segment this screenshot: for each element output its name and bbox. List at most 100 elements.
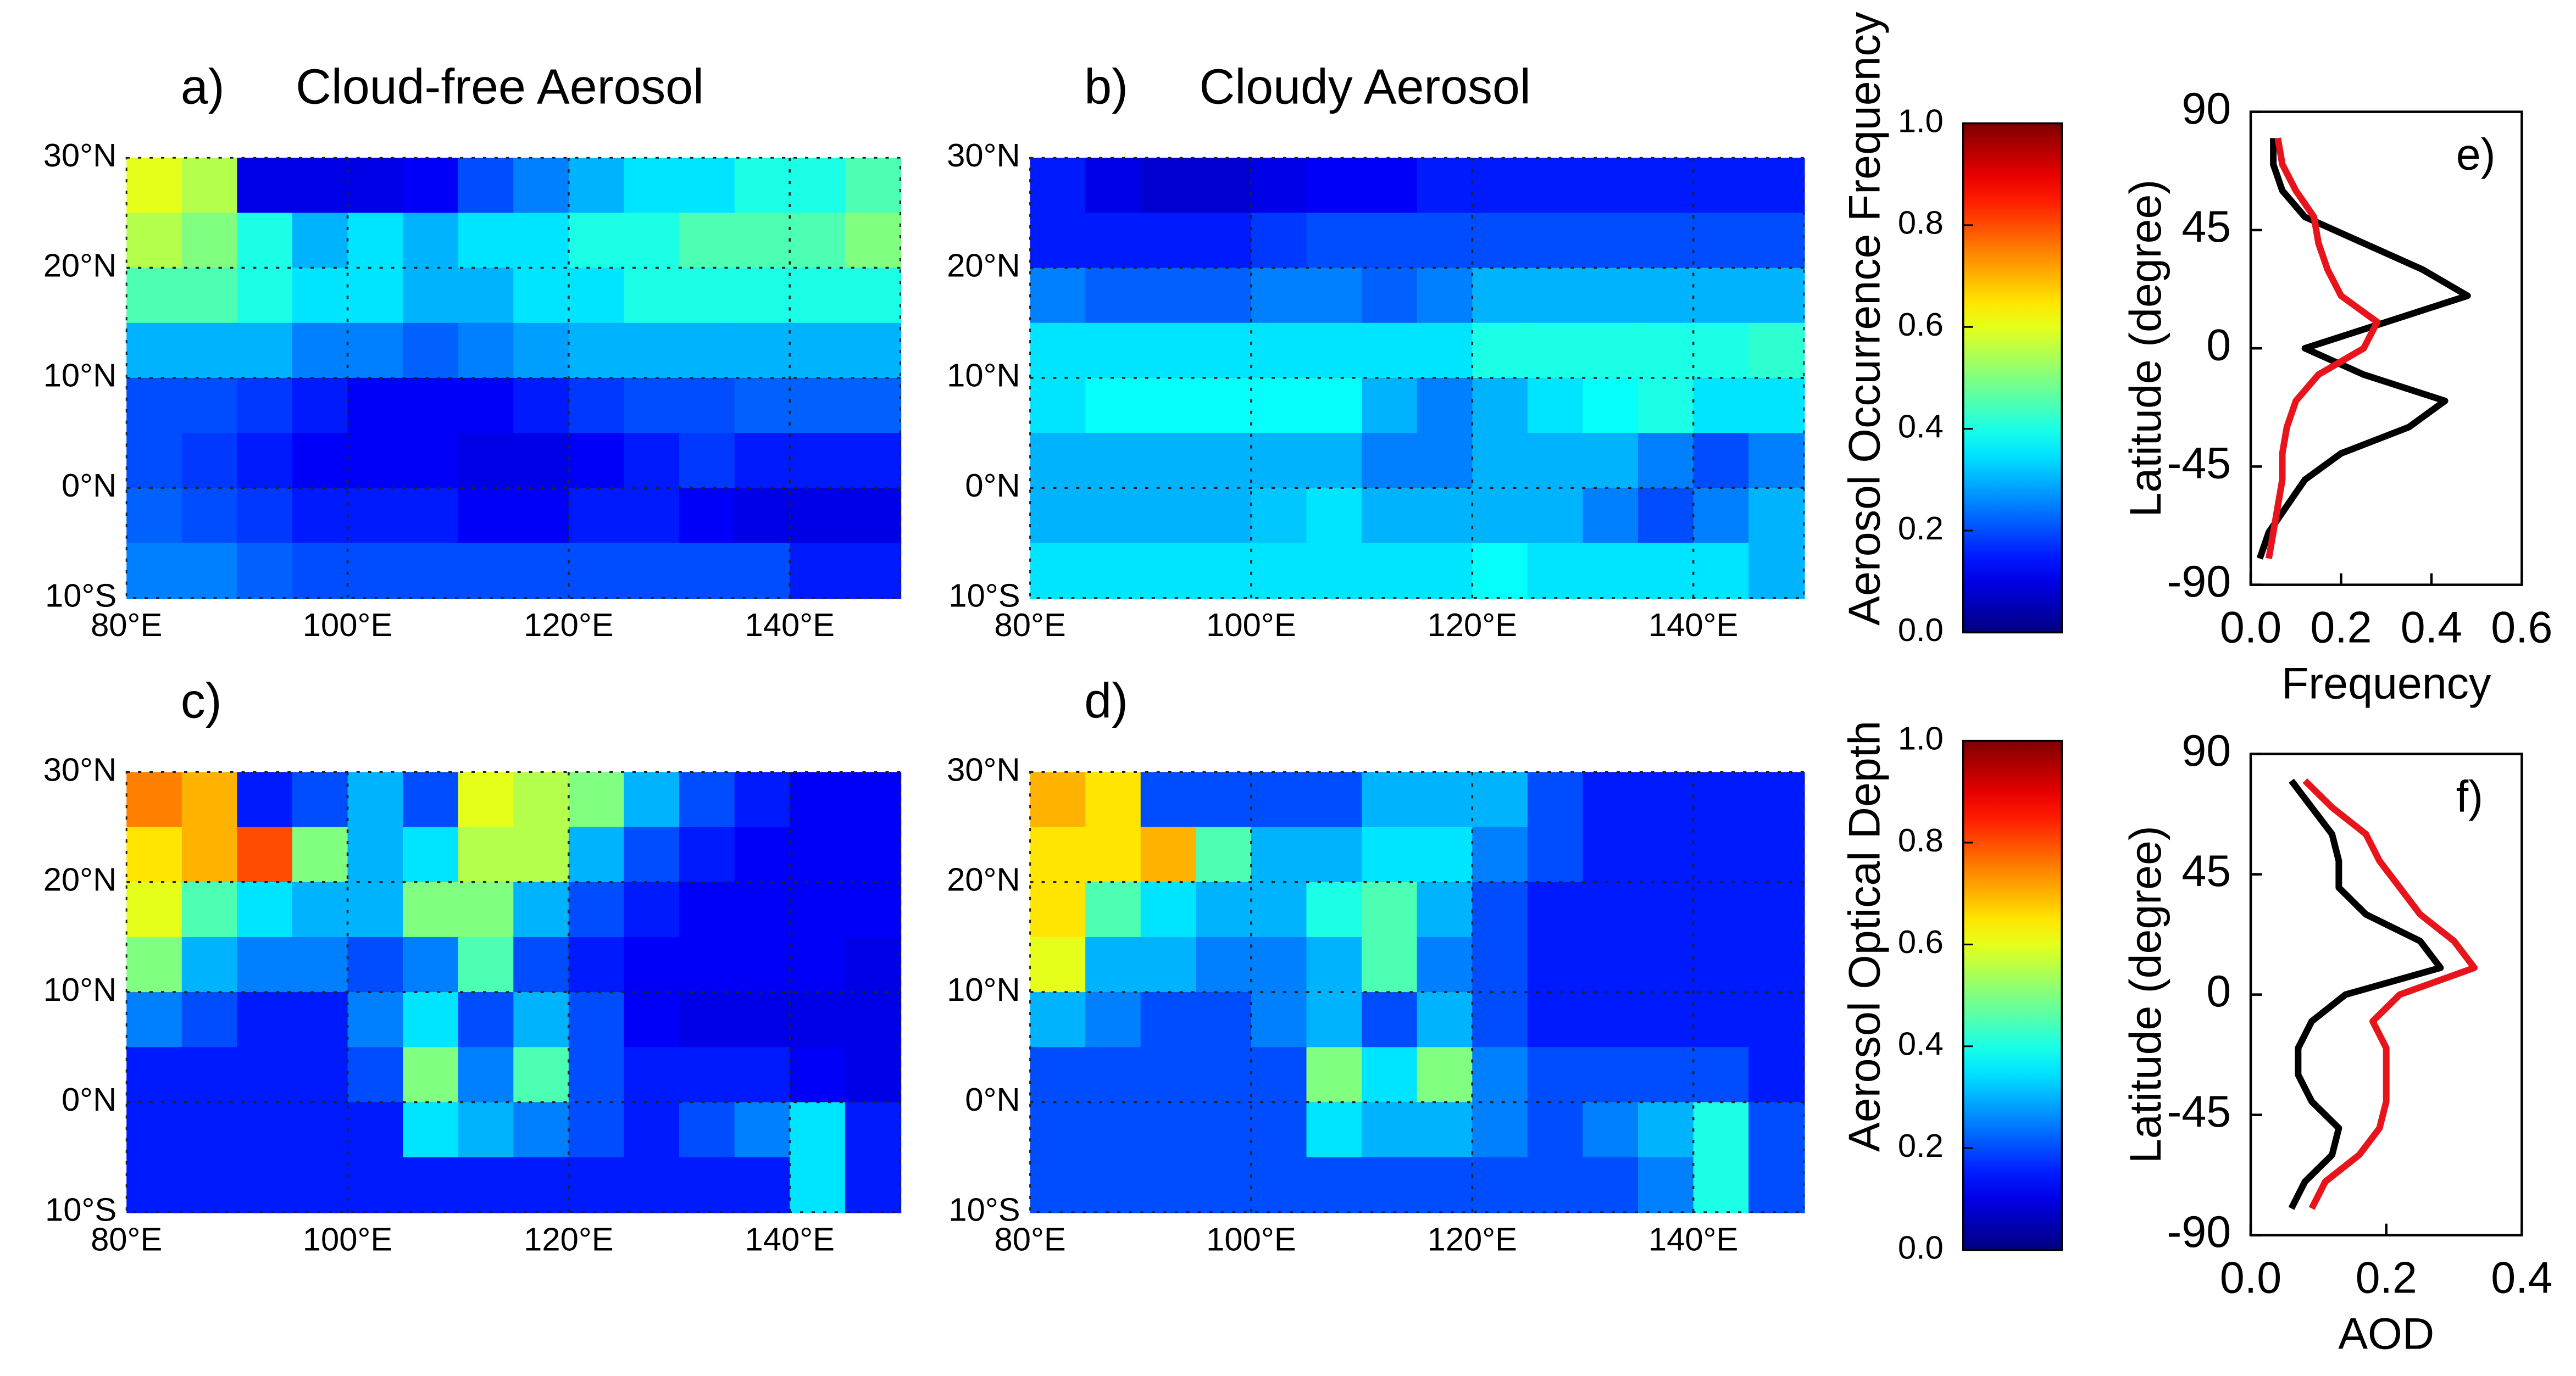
heat-cell: [458, 992, 515, 1049]
heat-cell: [568, 268, 625, 324]
heat-cell: [1362, 268, 1418, 324]
heat-cell: [1196, 1102, 1252, 1158]
heat-cell: [1085, 827, 1142, 883]
heat-cell: [1140, 937, 1197, 993]
heat-cell: [403, 882, 459, 938]
heat-cell: [1030, 1047, 1086, 1104]
heat-cell: [458, 1157, 515, 1213]
heat-cell: [1251, 488, 1308, 544]
heat-cell: [1583, 827, 1639, 883]
y-tick-label: 10°N: [43, 971, 117, 1008]
heat-cell: [1527, 992, 1584, 1049]
heat-cell: [1527, 488, 1584, 544]
heat-cell: [1362, 377, 1418, 434]
heat-cell: [568, 543, 625, 599]
heat-cell: [237, 377, 293, 434]
heat-cell: [1748, 322, 1805, 379]
colorbar-tick-label: 0.8: [1898, 822, 1944, 859]
heat-cell: [845, 882, 902, 938]
heat-cell: [1251, 158, 1308, 214]
heat-cell: [1196, 433, 1252, 489]
y-tick-label: 10°N: [43, 357, 117, 394]
profile-line: [2256, 138, 2471, 560]
heat-cell: [624, 488, 680, 544]
heat-cell: [679, 1047, 736, 1104]
y-axis-label: Latitude (degree): [2121, 826, 2170, 1163]
colorbar-label: Aerosol Occurrence Frequency: [1840, 12, 1890, 626]
heat-cell: [679, 882, 736, 938]
heat-cell: [1030, 433, 1086, 489]
y-tick-label: 30°N: [947, 137, 1020, 174]
x-tick-label: 80°E: [91, 606, 162, 643]
heat-cell: [1527, 322, 1584, 379]
heat-cell: [181, 488, 238, 544]
heatmap: [126, 158, 902, 599]
heat-cell: [347, 433, 404, 489]
colorbar-tick-label: 0.2: [1898, 1127, 1944, 1164]
heat-cell: [1693, 268, 1750, 324]
heat-cell: [403, 268, 459, 324]
heat-cell: [1306, 158, 1363, 214]
colorbar-tick-label: 0.4: [1898, 1026, 1944, 1062]
heat-cell: [790, 1157, 846, 1213]
heat-cell: [624, 937, 680, 993]
heat-cell: [126, 377, 183, 434]
heat-cell: [1583, 377, 1639, 434]
heat-cell: [1140, 882, 1197, 938]
heat-cell: [1085, 772, 1142, 828]
heat-cell: [1085, 213, 1142, 269]
heat-cell: [1472, 543, 1529, 599]
heat-cell: [1748, 882, 1805, 938]
heat-cell: [237, 433, 293, 489]
heat-cell: [624, 377, 680, 434]
heat-cell: [1085, 488, 1142, 544]
heat-cell: [624, 322, 680, 379]
y-tick-label: 90: [2181, 726, 2231, 776]
heat-cell: [126, 1047, 183, 1104]
heat-cell: [237, 1047, 293, 1104]
y-tick-label: 20°N: [43, 861, 117, 898]
y-tick-label: 0: [2206, 320, 2231, 370]
heat-cell: [181, 937, 238, 993]
heat-cell: [237, 268, 293, 324]
y-tick-label: 20°N: [947, 861, 1020, 898]
heat-cell: [1140, 322, 1197, 379]
heat-cell: [734, 377, 791, 434]
heat-cell: [1085, 158, 1142, 214]
heat-cell: [1472, 882, 1529, 938]
heat-cell: [513, 1157, 570, 1213]
heat-cell: [237, 488, 293, 544]
heat-cell: [403, 488, 459, 544]
heat-cell: [1638, 158, 1695, 214]
heat-cell: [790, 992, 846, 1049]
heat-cell: [734, 1047, 791, 1104]
heat-cell: [1140, 158, 1197, 214]
heat-cell: [1196, 1157, 1252, 1213]
heat-cell: [513, 937, 570, 993]
heat-cell: [181, 433, 238, 489]
heat-cell: [734, 827, 791, 883]
heat-cell: [1693, 543, 1750, 599]
heat-cell: [403, 827, 459, 883]
y-tick-label: 30°N: [43, 137, 117, 174]
heat-cell: [1417, 1102, 1474, 1158]
heat-cell: [1693, 158, 1750, 214]
heat-cell: [790, 827, 846, 883]
heat-cell: [1306, 543, 1363, 599]
heat-cell: [1417, 543, 1474, 599]
heat-cell: [1306, 937, 1363, 993]
heat-cell: [1693, 1047, 1750, 1104]
heat-cell: [1472, 1102, 1529, 1158]
heat-cell: [1251, 1102, 1308, 1158]
heat-cell: [624, 882, 680, 938]
heat-cell: [403, 377, 459, 434]
heat-cell: [126, 433, 183, 489]
heat-cell: [237, 158, 293, 214]
heat-cell: [1030, 772, 1086, 828]
heat-cell: [1306, 322, 1363, 379]
heat-cell: [403, 322, 459, 379]
heat-cell: [403, 1157, 459, 1213]
heat-cell: [1251, 322, 1308, 379]
x-tick-label: 80°E: [994, 1221, 1065, 1257]
heat-cell: [1638, 1102, 1695, 1158]
